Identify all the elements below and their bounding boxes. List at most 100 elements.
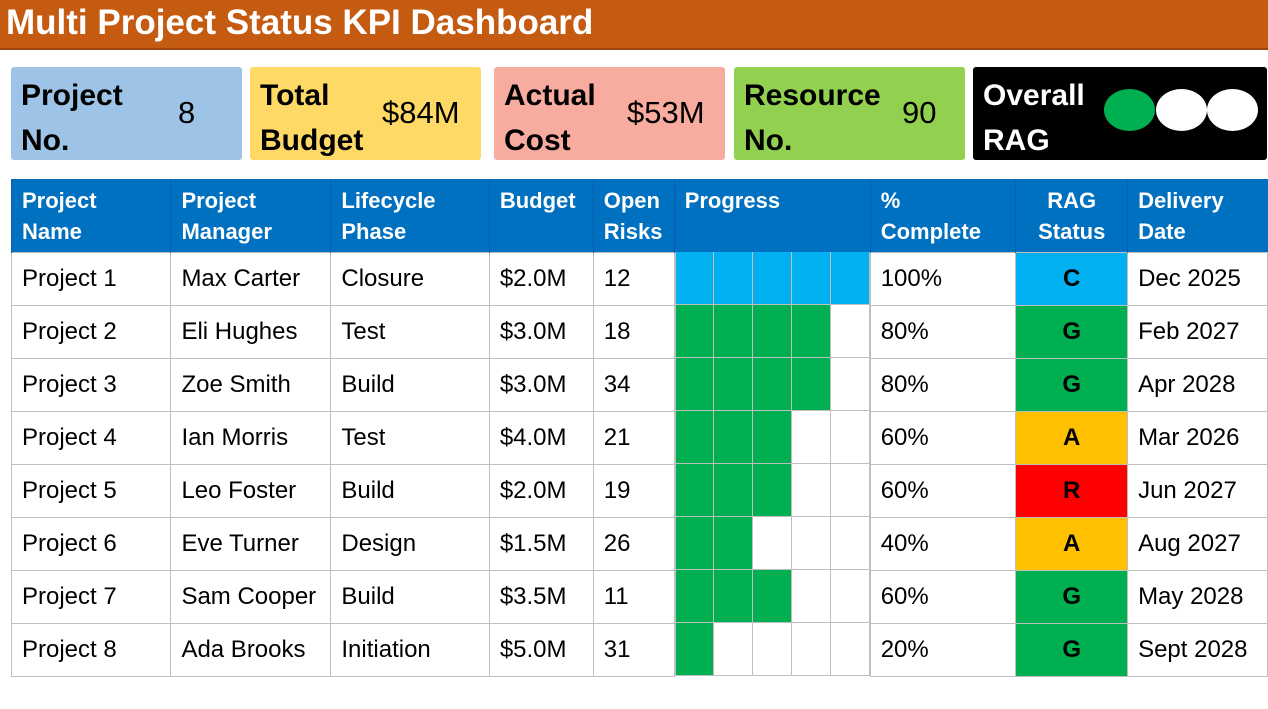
- kpi-total-budget-label-line2: Budget: [260, 124, 364, 157]
- cell-open-risks: 21: [592, 410, 675, 465]
- kpi-total-budget-label-line1: Total: [260, 79, 330, 112]
- header-open-risks-line1: Open: [603, 188, 660, 213]
- cell-percent-complete: 20%: [869, 622, 1017, 677]
- cell-project-manager: Zoe Smith: [170, 357, 332, 412]
- table-row: Project 8 Ada Brooks Initiation $5.0M 31 20% G…: [10, 622, 1268, 677]
- progress-segment: [791, 358, 831, 411]
- table-row: Project 2 Eli Hughes Test $3.0M 18 80% G Feb 20…: [10, 304, 1268, 359]
- kpi-resource-no: Resource No. 90: [734, 67, 965, 160]
- cell-project-manager: Sam Cooper: [170, 569, 332, 624]
- table-row: Project 4 Ian Morris Test $4.0M 21 60% A Mar 20…: [10, 410, 1268, 465]
- cell-budget: $3.5M: [488, 569, 594, 624]
- progress-bar: [674, 411, 870, 464]
- cell-open-risks: 12: [592, 251, 675, 306]
- cell-delivery-date: Mar 2026: [1127, 410, 1268, 465]
- progress-segment: [830, 517, 870, 570]
- header-percent-complete-line1: %: [880, 188, 901, 213]
- table-row: Project 6 Eve Turner Design $1.5M 26 40% A Aug …: [10, 516, 1268, 571]
- progress-segment: [713, 252, 753, 305]
- kpi-actual-cost-label-line1: Actual: [504, 79, 596, 112]
- progress-bar: [674, 252, 870, 305]
- progress-segment: [752, 570, 792, 623]
- cell-rag-status: G: [1015, 569, 1129, 624]
- table-row: Project 5 Leo Foster Build $2.0M 19 60% R Jun 2…: [10, 463, 1268, 518]
- cell-delivery-date: Dec 2025: [1127, 251, 1268, 306]
- progress-bar: [674, 623, 870, 676]
- table-row: Project 3 Zoe Smith Build $3.0M 34 80% G Apr 20…: [10, 357, 1268, 412]
- cell-project-manager: Ian Morris: [170, 410, 332, 465]
- rag-light-amber: [1156, 89, 1207, 131]
- cell-delivery-date: Feb 2027: [1127, 304, 1268, 359]
- cell-project-name: Project 2: [10, 304, 172, 359]
- progress-segment: [791, 570, 831, 623]
- progress-segment: [713, 464, 753, 517]
- progress-segment: [830, 623, 870, 676]
- cell-percent-complete: 60%: [869, 463, 1017, 518]
- progress-segment: [830, 252, 870, 305]
- progress-bar: [674, 464, 870, 517]
- progress-segment: [713, 570, 753, 623]
- kpi-project-no: Project No. 8: [11, 67, 242, 160]
- kpi-resource-no-value: 90: [902, 95, 937, 130]
- cell-project-name: Project 8: [10, 622, 172, 677]
- progress-bar: [674, 305, 870, 358]
- cell-budget: $2.0M: [488, 251, 594, 306]
- progress-segment: [752, 411, 792, 464]
- progress-segment: [752, 358, 792, 411]
- progress-segment: [674, 411, 714, 464]
- cell-progress: [674, 358, 870, 411]
- progress-segment: [791, 305, 831, 358]
- progress-segment: [713, 305, 753, 358]
- cell-delivery-date: Sept 2028: [1127, 622, 1268, 677]
- cell-project-manager: Ada Brooks: [170, 622, 332, 677]
- progress-bar: [674, 570, 870, 623]
- cell-open-risks: 18: [592, 304, 675, 359]
- progress-segment: [674, 623, 714, 676]
- progress-segment: [674, 305, 714, 358]
- cell-rag-status: G: [1015, 622, 1129, 677]
- kpi-total-budget-label: Total Budget: [260, 73, 363, 163]
- cell-progress: [674, 517, 870, 570]
- cell-delivery-date: May 2028: [1127, 569, 1268, 624]
- kpi-overall-rag: Overall RAG: [973, 67, 1267, 160]
- kpi-project-no-label-line2: No.: [21, 124, 70, 157]
- cell-percent-complete: 80%: [869, 304, 1017, 359]
- progress-segment: [752, 252, 792, 305]
- cell-progress: [674, 305, 870, 358]
- cell-progress: [674, 252, 870, 305]
- cell-rag-status: A: [1015, 410, 1129, 465]
- kpi-resource-no-label-line2: No.: [744, 124, 793, 157]
- cell-lifecycle-phase: Build: [330, 357, 490, 412]
- progress-segment: [674, 252, 714, 305]
- header-progress-line1: Progress: [684, 188, 781, 213]
- header-project-name-line2: Name: [22, 219, 82, 244]
- progress-segment: [713, 517, 753, 570]
- header-lifecycle-phase-line2: Phase: [341, 219, 407, 244]
- cell-budget: $2.0M: [488, 463, 594, 518]
- cell-open-risks: 34: [592, 357, 675, 412]
- cell-percent-complete: 60%: [869, 410, 1017, 465]
- kpi-project-no-label: Project No.: [21, 73, 123, 163]
- header-project-manager: Project Manager: [170, 179, 331, 252]
- table-body: Project 1 Max Carter Closure $2.0M 12 100% C De…: [10, 251, 1268, 677]
- kpi-overall-rag-label: Overall RAG: [983, 73, 1085, 163]
- kpi-overall-rag-label-line2: RAG: [983, 124, 1050, 157]
- header-rag-status: RAG Status: [1015, 179, 1128, 252]
- progress-segment: [791, 517, 831, 570]
- kpi-actual-cost-label-line2: Cost: [504, 124, 571, 157]
- progress-segment: [674, 358, 714, 411]
- cell-progress: [674, 623, 870, 676]
- header-delivery-date-line2: Date: [1138, 219, 1186, 244]
- cell-lifecycle-phase: Closure: [330, 251, 490, 306]
- cell-rag-status: A: [1015, 516, 1129, 571]
- progress-segment: [674, 464, 714, 517]
- cell-rag-status: G: [1015, 357, 1129, 412]
- cell-progress: [674, 411, 870, 464]
- cell-percent-complete: 60%: [869, 569, 1017, 624]
- cell-budget: $3.0M: [488, 304, 594, 359]
- header-percent-complete: % Complete: [869, 179, 1016, 252]
- cell-lifecycle-phase: Initiation: [330, 622, 490, 677]
- kpi-project-no-label-line1: Project: [21, 79, 123, 112]
- header-lifecycle-phase: Lifecycle Phase: [330, 179, 490, 252]
- cell-lifecycle-phase: Design: [330, 516, 490, 571]
